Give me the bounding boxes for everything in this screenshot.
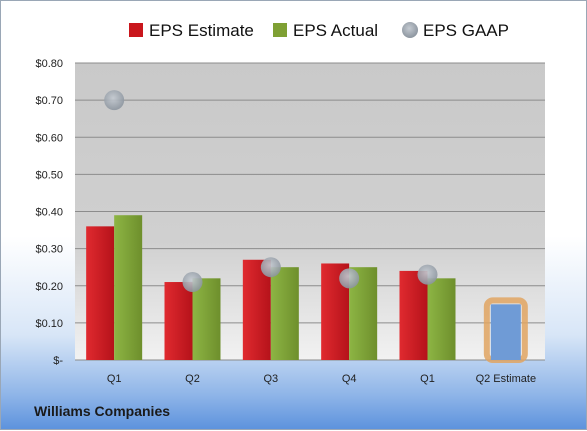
x-tick-label: Q2 Estimate xyxy=(476,373,537,385)
eps-gaap-point xyxy=(260,257,281,278)
legend-swatch xyxy=(273,23,287,37)
x-tick-label: Q1 xyxy=(107,373,122,385)
y-tick-label: $0.20 xyxy=(35,281,63,293)
legend-swatch xyxy=(129,23,143,37)
y-tick-label: $0.40 xyxy=(35,207,63,219)
y-tick-label: $0.50 xyxy=(35,169,63,181)
eps-estimate-bar xyxy=(242,259,271,360)
company-name: Williams Companies xyxy=(34,403,171,419)
x-tick-label: Q3 xyxy=(263,373,278,385)
eps-gaap-point xyxy=(182,272,203,293)
eps-actual-bar xyxy=(114,215,143,360)
eps-gaap-point xyxy=(104,90,125,111)
eps-estimate-bar xyxy=(164,282,193,360)
eps-actual-bar xyxy=(427,278,456,360)
legend-swatch xyxy=(402,22,418,38)
eps-actual-bar xyxy=(270,267,299,360)
y-tick-label: $0.30 xyxy=(35,244,63,256)
y-tick-label: $0.10 xyxy=(35,318,63,330)
y-tick-label: $0.70 xyxy=(35,95,63,107)
legend-label: EPS Estimate xyxy=(149,21,254,40)
eps-actual-bar xyxy=(192,278,221,360)
x-tick-label: Q1 xyxy=(420,373,435,385)
y-tick-label: $0.80 xyxy=(35,58,63,70)
eps-gaap-point xyxy=(417,264,438,285)
eps-gaap-point xyxy=(339,268,360,289)
y-tick-label: $0.60 xyxy=(35,132,63,144)
x-tick-label: Q4 xyxy=(342,373,357,385)
forecast-bar xyxy=(490,304,521,360)
y-tick-label: $- xyxy=(53,355,63,367)
eps-estimate-bar xyxy=(399,270,428,360)
x-tick-label: Q2 xyxy=(185,373,200,385)
legend-label: EPS Actual xyxy=(293,21,378,40)
eps-estimate-bar xyxy=(86,226,115,360)
legend-label: EPS GAAP xyxy=(423,21,509,40)
